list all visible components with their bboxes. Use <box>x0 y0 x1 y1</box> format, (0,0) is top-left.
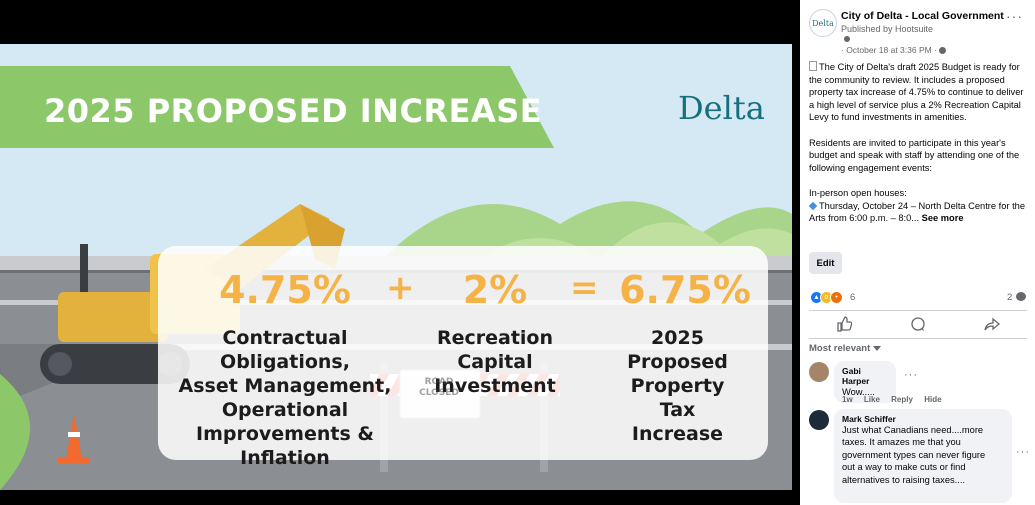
comment-hide-button[interactable]: Hide <box>924 395 942 404</box>
desc-total: 2025 Proposed Property Tax Increase <box>627 327 728 445</box>
comment-time[interactable]: 1w <box>842 395 853 404</box>
divider <box>809 338 1027 339</box>
avatar[interactable] <box>809 410 829 430</box>
comment-bubble-icon <box>1016 292 1026 301</box>
page-name-link[interactable]: City of Delta - Local Government <box>841 10 1004 22</box>
comment-icon[interactable] <box>910 316 926 332</box>
infographic-title: 2025 PROPOSED INCREASE <box>44 92 543 130</box>
commenter-name[interactable]: Gabi Harper <box>842 366 870 386</box>
post-body: The City of Delta's draft 2025 Budget is… <box>808 61 1026 224</box>
share-icon[interactable] <box>984 316 1000 332</box>
see-more-link[interactable]: See more <box>921 213 964 224</box>
comment-actions: 1w Like Reply Hide <box>842 395 951 404</box>
comment-options-button[interactable]: ··· <box>904 369 918 381</box>
image-viewer: 2025 PROPOSED INCREASE Delta 4.75% + 2% … <box>0 44 792 490</box>
like-icon[interactable] <box>836 316 852 332</box>
reactions-summary[interactable]: ▲ o • <box>810 291 843 304</box>
comment-like-button[interactable]: Like <box>863 395 880 404</box>
increase-panel <box>158 246 768 460</box>
caret-down-icon <box>872 345 881 351</box>
post-date[interactable]: · October 18 at 3:36 PM · <box>841 45 947 55</box>
globe-icon <box>939 47 947 55</box>
plus-sign: + <box>386 268 415 308</box>
published-by: Published by Hootsuite <box>841 24 934 34</box>
post-sidebar: Delta City of Delta - Local Government P… <box>800 0 1035 505</box>
comment-text: Wow..... <box>842 387 875 397</box>
page-avatar[interactable]: Delta <box>809 9 837 37</box>
delta-logo: Delta <box>678 89 765 127</box>
diamond-icon <box>808 201 818 210</box>
comment-bubble: Gabi Harper Wow..... <box>834 361 896 404</box>
more-options-button[interactable]: ··· <box>1006 8 1023 24</box>
info-icon[interactable] <box>844 36 850 42</box>
comment-bubble: Mark Schiffer Just what Canadians need..… <box>834 409 1012 503</box>
value-2: 2% <box>462 268 528 312</box>
document-icon <box>809 61 817 71</box>
value-6-75: 6.75% <box>619 268 751 312</box>
desc-contractual: Contractual Obligations, Asset Managemen… <box>178 327 392 469</box>
comment-options-button[interactable]: ··· <box>1016 446 1030 458</box>
equals-sign: = <box>570 268 599 308</box>
comment-sort-dropdown[interactable]: Most relevant <box>809 343 881 354</box>
road-closed-sign-text: ROAD CLOSED <box>419 377 459 398</box>
desc-recreation: Recreation Capital Investment <box>434 327 556 397</box>
commenter-name[interactable]: Mark Schiffer <box>842 414 896 424</box>
angry-reaction-icon: • <box>830 291 843 304</box>
divider <box>809 310 1027 311</box>
edit-button[interactable]: Edit <box>809 252 842 274</box>
value-4-75: 4.75% <box>219 268 351 312</box>
comment-reply-button[interactable]: Reply <box>891 395 913 404</box>
traffic-cone <box>58 414 90 463</box>
comment-text: Just what Canadians need....more taxes. … <box>842 425 986 485</box>
comment-count[interactable]: 2 <box>1007 292 1013 303</box>
reaction-count[interactable]: 6 <box>850 292 856 303</box>
budget-infographic <box>0 44 792 490</box>
avatar[interactable] <box>809 362 829 382</box>
